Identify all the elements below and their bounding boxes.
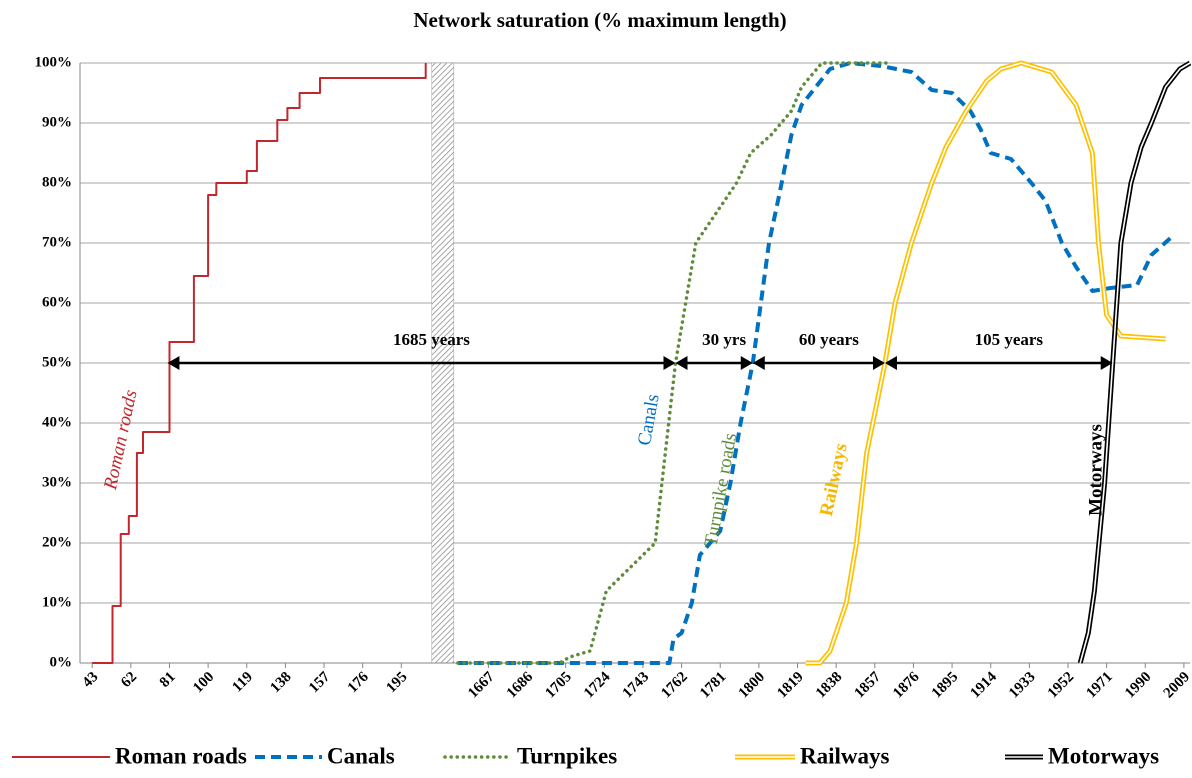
y-tick-label: 60% [42,294,72,310]
arrow-head [675,356,688,370]
x-tick-label: 195 [383,669,410,696]
x-tick-label: 43 [80,669,102,691]
x-tick-label: 1990 [1122,669,1155,702]
y-tick-label: 50% [42,354,72,370]
series-label: Roman roads [100,388,142,492]
series-label: Canals [634,393,664,448]
y-tick-label: 80% [42,174,72,190]
series-line [457,61,1174,665]
series-label: Railways [816,441,852,518]
arrow-head [1100,356,1113,370]
y-tick-label: 20% [42,534,72,550]
x-tick-label: 1667 [465,669,498,702]
x-tick-label: 176 [345,669,373,697]
arrow-head [872,356,885,370]
arrow-head [663,356,676,370]
series-line [456,61,889,665]
legend-label: Canals [327,743,395,768]
x-tick-label: 81 [157,669,179,691]
x-tick-label: 1762 [658,669,691,702]
y-tick-label: 40% [42,414,72,430]
x-tick-label: 2009 [1161,669,1192,702]
arrow-label: 30 yrs [702,330,746,349]
x-tick-label: 1781 [697,669,730,702]
x-tick-label: 1724 [581,669,614,702]
arrow-head [167,356,180,370]
x-tick-label: 1933 [1006,669,1039,702]
arrow-head [740,356,753,370]
y-tick-label: 0% [50,654,73,670]
x-tick-label: 1800 [736,669,769,702]
x-tick-label: 138 [267,669,294,696]
legend-label: Railways [800,743,890,768]
series-line-inner [805,62,1166,664]
arrow-label: 105 years [975,330,1044,349]
x-tick-label: 1914 [967,669,1000,702]
series-label: Motorways [1085,424,1106,516]
series-line-inner [1079,62,1191,664]
x-tick-label: 157 [306,669,334,697]
x-tick-label: 100 [190,669,217,696]
x-tick-label: 1705 [542,669,575,702]
x-tick-label: 1686 [504,669,537,702]
series-line [92,63,427,664]
y-tick-label: 100% [35,54,73,70]
x-tick-label: 1857 [852,669,885,702]
legend-label: Roman roads [115,743,247,768]
x-tick-label: 1876 [890,669,923,702]
legend-label: Motorways [1048,743,1159,768]
arrow-head [884,356,897,370]
legend-label: Turnpikes [517,743,617,768]
x-tick-label: 1971 [1083,669,1116,702]
y-tick-label: 90% [42,114,72,130]
x-tick-label: 1743 [620,669,653,702]
y-tick-label: 30% [42,474,72,490]
x-tick-label: 1895 [929,669,962,702]
y-tick-label: 70% [42,234,72,250]
chart-title: Network saturation (% maximum length) [413,8,786,32]
x-tick-label: 1819 [774,669,807,702]
y-tick-label: 10% [42,594,72,610]
arrow-label: 60 years [799,330,859,349]
arrow-head [752,356,765,370]
arrow-label: 1685 years [393,330,470,349]
x-tick-label: 1952 [1045,669,1078,702]
x-tick-label: 119 [229,669,256,696]
x-tick-label: 62 [118,669,140,691]
x-tick-label: 1838 [813,669,846,702]
series-label: Turnpike roads [701,431,742,548]
